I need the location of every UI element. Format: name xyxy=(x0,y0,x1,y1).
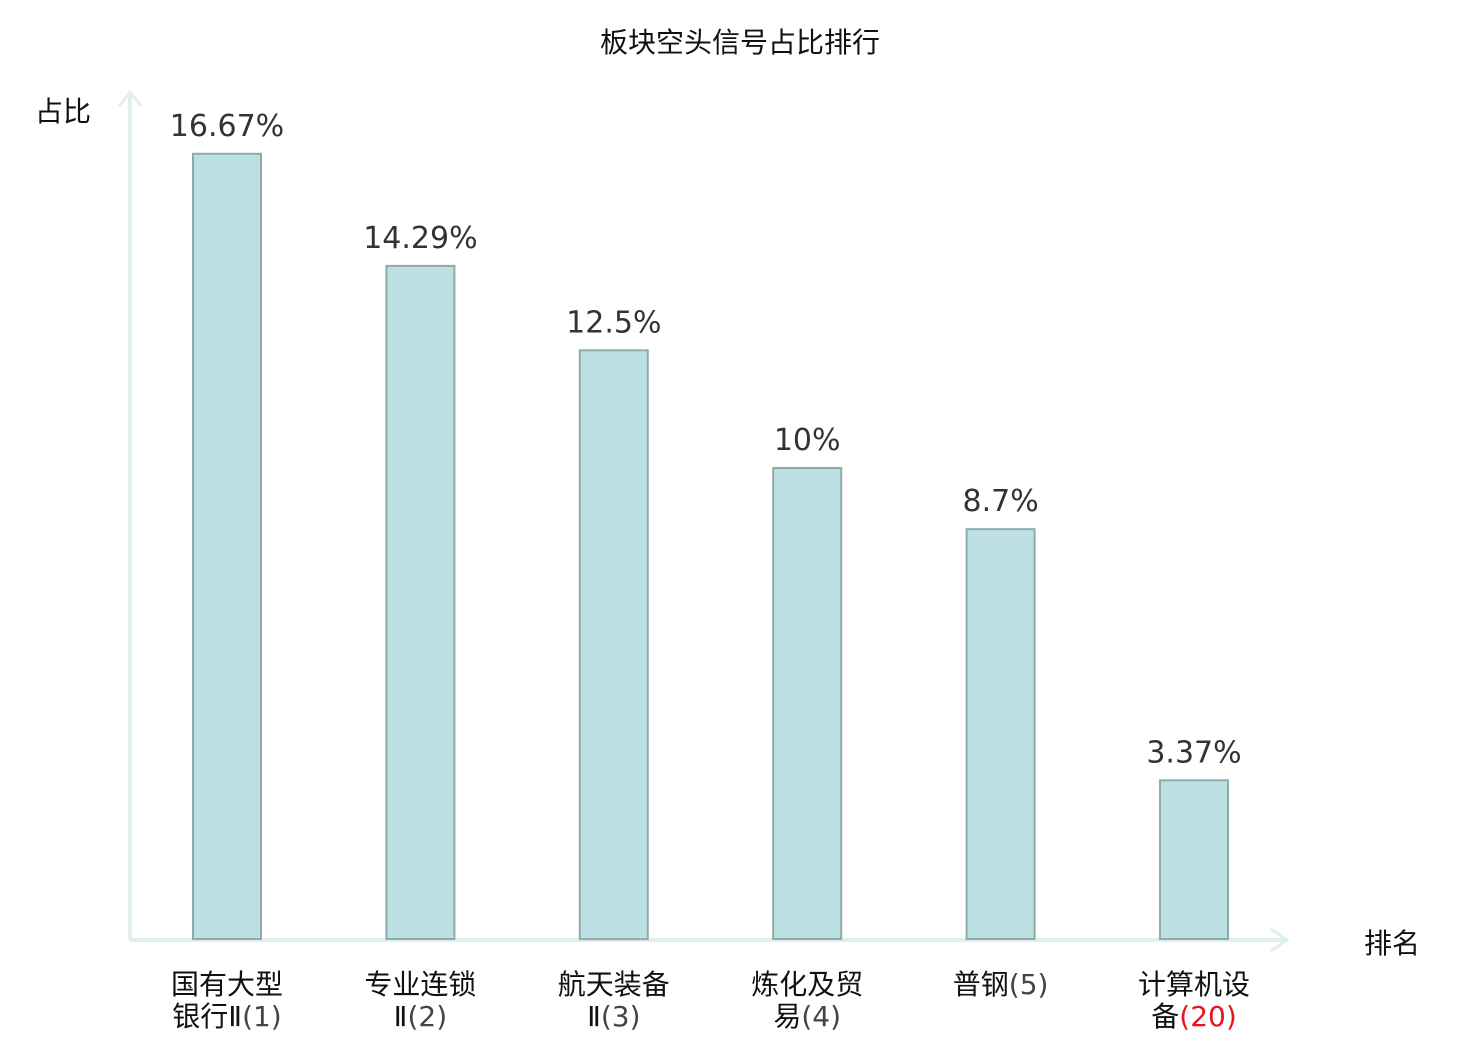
data-label: 10% xyxy=(774,423,841,458)
x-tick-rank: (3) xyxy=(601,1000,641,1033)
x-tick-label: 计算机设备(20) xyxy=(1138,968,1250,1033)
x-tick-line: 易 xyxy=(773,1000,801,1033)
x-tick-rank: (20) xyxy=(1179,1000,1236,1033)
x-tick-line: 专业连锁 xyxy=(364,968,476,1001)
x-tick-line: 航天装备 xyxy=(558,968,670,1001)
x-tick-label: 航天装备 Ⅱ(3) xyxy=(558,968,670,1033)
value-labels: 16.67% 14.29% 12.5% 10% 8.7% 3.37% xyxy=(170,109,1242,770)
bar xyxy=(385,264,456,940)
x-tick-label: 普钢(5) xyxy=(953,968,1049,1001)
x-tick-rank: (4) xyxy=(801,1000,841,1033)
y-axis-label: 占比 xyxy=(35,95,91,128)
bars xyxy=(192,152,1229,941)
data-label: 3.37% xyxy=(1146,735,1241,770)
x-tick-line: 炼化及贸 xyxy=(751,968,863,1001)
data-label: 8.7% xyxy=(962,484,1038,519)
x-tick-line: 普钢 xyxy=(953,968,1009,1001)
x-axis-label: 排名 xyxy=(1364,927,1420,960)
x-tick-line: 银行Ⅱ xyxy=(172,1000,242,1033)
data-label: 12.5% xyxy=(566,305,661,340)
x-tick-line: 计算机设 xyxy=(1138,968,1250,1001)
x-tick-labels: 国有大型银行Ⅱ(1)专业连锁 Ⅱ(2)航天装备 Ⅱ(3)炼化及贸易(4)普钢(5) 计… xyxy=(171,968,1250,1033)
bar xyxy=(578,349,649,941)
bar xyxy=(192,152,262,941)
x-tick-rank: (1) xyxy=(242,1000,282,1033)
x-tick-label: 专业连锁 Ⅱ(2) xyxy=(364,968,476,1033)
x-tick-line: Ⅱ xyxy=(587,1000,601,1033)
x-tick-line: 国有大型 xyxy=(171,968,283,1001)
y-axis: 占比 xyxy=(35,89,143,940)
x-tick-label: 国有大型银行Ⅱ(1) xyxy=(171,968,283,1033)
y-axis-arrow xyxy=(117,89,143,107)
x-tick-rank: (2) xyxy=(407,1000,447,1033)
x-tick-rank: (5) xyxy=(1009,968,1049,1001)
data-label: 16.67% xyxy=(170,109,284,144)
bar xyxy=(772,467,843,940)
x-tick-line: Ⅱ xyxy=(394,1000,408,1033)
chart-title: 板块空头信号占比排行 xyxy=(600,26,880,59)
bar xyxy=(965,528,1036,940)
data-label: 14.29% xyxy=(363,221,477,256)
bar xyxy=(1159,779,1229,940)
x-axis-arrow xyxy=(1270,927,1290,953)
x-axis: 排名 xyxy=(130,927,1420,960)
x-tick-line: 备 xyxy=(1151,1000,1179,1033)
x-tick-label: 炼化及贸易(4) xyxy=(751,968,863,1033)
